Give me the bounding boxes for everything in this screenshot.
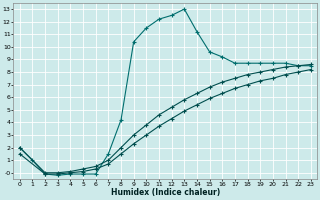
X-axis label: Humidex (Indice chaleur): Humidex (Indice chaleur) bbox=[111, 188, 220, 197]
